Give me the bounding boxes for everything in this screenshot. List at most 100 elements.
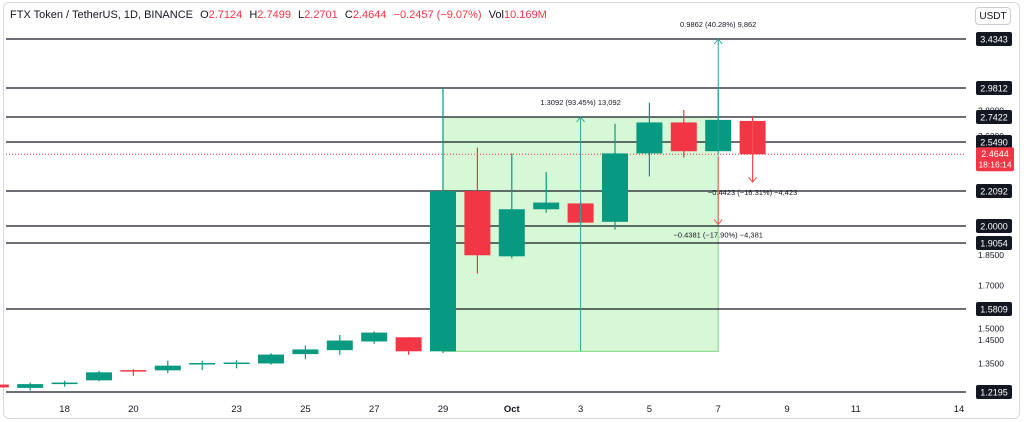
- time-axis-label: 25: [300, 404, 311, 415]
- candle: [395, 337, 422, 355]
- symbol-legend: FTX Token / TetherUS, 1D, BINANCE O2.712…: [10, 9, 551, 21]
- price-axis-label-box: [976, 302, 1012, 316]
- candle-body: [17, 384, 44, 388]
- horizontal-levels: [6, 38, 966, 393]
- candle: [670, 109, 697, 158]
- candle: [636, 102, 663, 177]
- candle: [223, 360, 250, 369]
- candle: [498, 153, 525, 259]
- candle: [361, 331, 388, 344]
- candle-body: [154, 365, 181, 371]
- measure-label: 1.3092 (93.45%) 13,092: [540, 98, 620, 107]
- close-value: C2.4644: [344, 9, 387, 21]
- candle-body: [292, 349, 319, 355]
- candle-body: [361, 332, 388, 342]
- price-axis-label-box: [976, 184, 1012, 198]
- price-axis-tick: 1.7000: [978, 280, 1004, 290]
- candle-body: [636, 122, 663, 154]
- price-axis-tick: 1.5000: [978, 323, 1004, 333]
- candle-body: [602, 153, 628, 222]
- candle-body: [464, 191, 491, 256]
- time-axis-label: 9: [784, 404, 789, 415]
- time-axis-label: 20: [128, 404, 139, 415]
- price-axis-label: 2.0000: [980, 222, 1008, 232]
- open-value: O2.7124: [200, 9, 243, 21]
- chart-frame: [3, 2, 1020, 419]
- price-axis-label-box: [976, 219, 1012, 233]
- current-price-label: 2.4644: [981, 149, 1009, 159]
- measure-label: −0.4423 (−16.31%) −4,423: [708, 188, 797, 197]
- candle-body: [86, 372, 112, 381]
- measure-arrow: −0.4381 (−17.90%) −4,381: [673, 156, 763, 239]
- measure-arrow: 1.3092 (93.45%) 13,092: [540, 98, 621, 352]
- measure-arrowhead: [713, 219, 723, 226]
- price-axis-label: 1.9054: [980, 239, 1008, 249]
- time-axis-label: 23: [231, 404, 242, 415]
- volume-value: Vol10.169M: [488, 9, 547, 21]
- candle: [292, 345, 319, 360]
- time-axis-label: 7: [716, 404, 721, 415]
- candle-body: [326, 340, 353, 351]
- measure-arrow: −0.4423 (−16.31%) −4,423: [708, 120, 797, 197]
- price-axis-label-box: [976, 32, 1012, 46]
- candle-body: [189, 363, 216, 365]
- candle: [0, 384, 9, 388]
- candle: [326, 334, 353, 355]
- candle: [154, 360, 181, 373]
- low-value: L2.2701: [298, 9, 338, 21]
- high-value: H2.7499: [249, 9, 291, 21]
- measure-label: 0.9862 (40.28%) 9,862: [680, 20, 756, 29]
- time-axis-label: 11: [851, 404, 861, 415]
- time-axis-label: 27: [369, 404, 380, 415]
- candle-body: [533, 202, 560, 210]
- candle: [430, 88, 456, 354]
- price-axis-tick: 1.4500: [978, 335, 1004, 345]
- price-axis-label-box: [976, 81, 1012, 95]
- time-axis-label: 29: [438, 404, 449, 415]
- candle-body: [498, 209, 525, 257]
- current-price-badge: [976, 147, 1014, 172]
- measure-arrowhead: [748, 176, 757, 184]
- candle: [86, 370, 112, 382]
- measure-arrow: 0.9862 (40.28%) 9,862: [680, 20, 756, 155]
- candle-body: [670, 122, 697, 152]
- time-axis-label: 3: [578, 404, 583, 415]
- candle-body: [120, 370, 147, 372]
- price-axis-label: 1.2195: [980, 388, 1008, 398]
- candle: [258, 353, 284, 365]
- time-axis-label: 5: [647, 404, 652, 415]
- price-axis-label: 3.4343: [980, 35, 1008, 45]
- candle-body: [0, 384, 9, 388]
- price-axis-label: 2.7422: [980, 113, 1008, 123]
- time-axis-label: Oct: [504, 404, 521, 415]
- price-axis-tick: 1.3500: [978, 359, 1004, 369]
- candle-body: [51, 382, 78, 385]
- price-axis-label-box: [976, 110, 1012, 124]
- symbol-title[interactable]: FTX Token / TetherUS, 1D, BINANCE: [10, 9, 193, 21]
- measure-arrowhead: [713, 38, 723, 45]
- measure-label: −0.4381 (−17.90%) −4,381: [673, 230, 762, 239]
- candle-body: [223, 362, 250, 365]
- candle: [120, 369, 147, 376]
- price-axis-label-box: [976, 385, 1012, 399]
- price-axis-tick: 1.8500: [978, 250, 1004, 260]
- candle-body: [395, 337, 422, 352]
- candle: [464, 147, 491, 274]
- change-value: −0.2457 (−9.07%): [393, 9, 482, 21]
- price-axis-label-box: [976, 236, 1012, 250]
- price-axis-label: 1.5809: [980, 305, 1008, 315]
- candle: [602, 123, 628, 230]
- price-axis-label: 2.2092: [980, 187, 1008, 197]
- measure-arrowhead: [576, 116, 585, 123]
- measurements: 0.9862 (40.28%) 9,862 1.3092 (93.45%) 13,…: [540, 20, 797, 352]
- candle-body: [430, 191, 456, 352]
- candle: [189, 360, 216, 371]
- candle: [51, 380, 78, 387]
- time-axis[interactable]: 18 20 23 25 27 29 Oct 3 5 7 9 11 14: [59, 404, 964, 415]
- price-axis[interactable]: 3.43432.98122.80002.74222.60002.54902.20…: [976, 32, 1014, 399]
- currency-button[interactable]: USDT: [975, 7, 1011, 25]
- price-axis-label: 2.9812: [980, 84, 1008, 94]
- time-axis-label: 14: [954, 404, 965, 415]
- candle-body: [258, 354, 284, 364]
